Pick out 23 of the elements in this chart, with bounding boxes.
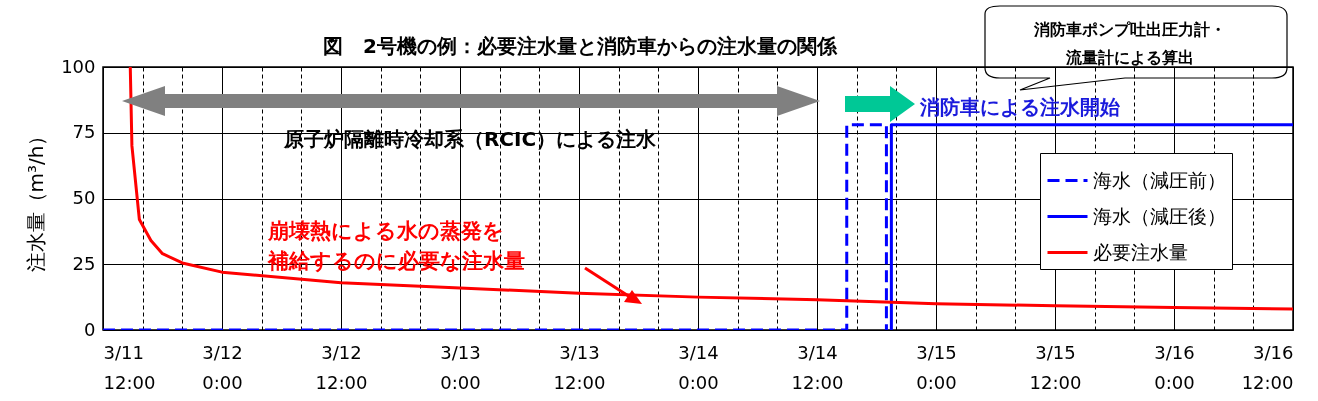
x-tick-label: 3/13 0:00 (440, 341, 481, 393)
text: 流量計による算出 (1065, 48, 1194, 67)
text: 消防車ポンプ吐出圧力計・ (1033, 20, 1226, 39)
x-tick-label: 3/16 12:00 (1241, 341, 1294, 393)
x-tick-label: 3/11 12:00 (103, 341, 156, 393)
legend-label: 海水（減圧後） (1093, 204, 1226, 227)
x-tick-label: 3/14 0:00 (678, 341, 719, 393)
x-tick-label: 3/12 0:00 (202, 341, 243, 393)
x-tick-label: 3/15 12:00 (1029, 341, 1082, 393)
x-tick-label: 3/15 0:00 (916, 341, 957, 393)
y-tick-label: 50 (72, 187, 96, 208)
x-tick-label: 3/12 12:00 (315, 341, 368, 393)
x-tick-label: 3/13 12:00 (553, 341, 606, 393)
x-tick-label: 3/14 12:00 (791, 341, 844, 393)
legend-label: 必要注水量 (1093, 240, 1188, 263)
y-axis-title: 注水量（m³/h） (24, 125, 49, 273)
y-tick-label: 25 (72, 252, 96, 274)
y-tick-label: 0 (84, 318, 96, 340)
x-tick-label: 3/16 0:00 (1154, 341, 1195, 393)
legend-label: 海水（減圧前） (1093, 168, 1226, 191)
y-tick-label: 100 (61, 55, 96, 77)
y-tick-label: 75 (72, 121, 96, 143)
chart-title: 図 2号機の例：必要注水量と消防車からの注水量の関係 (323, 34, 838, 58)
